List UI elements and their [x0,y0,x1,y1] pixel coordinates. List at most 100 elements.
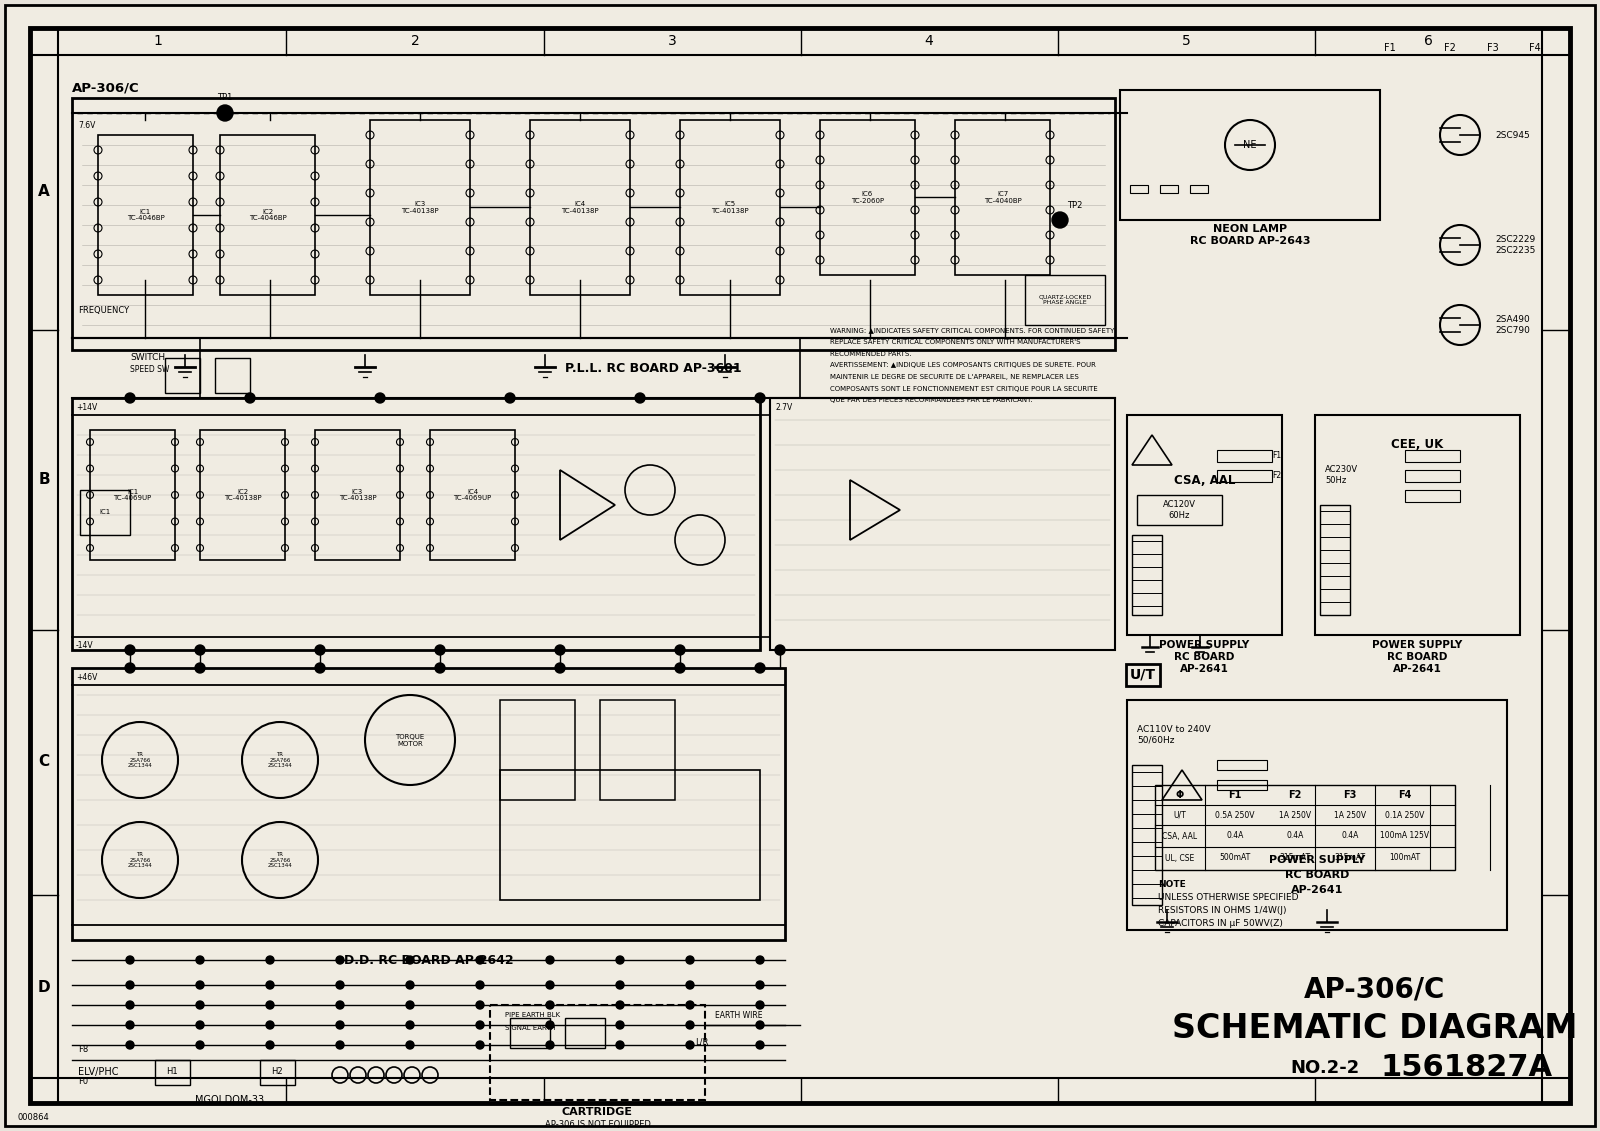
Circle shape [616,1021,624,1029]
Bar [1315,415,1520,634]
Circle shape [616,956,624,964]
Text: U/T: U/T [1130,668,1155,682]
Circle shape [635,392,645,403]
Circle shape [546,956,554,964]
Text: AVERTISSEMENT: ▲INDIQUE LES COMPOSANTS CRITIQUES DE SURETE. POUR: AVERTISSEMENT: ▲INDIQUE LES COMPOSANTS C… [830,363,1096,369]
Circle shape [336,1021,344,1029]
Circle shape [686,956,694,964]
Text: IC7
TC-4040BP: IC7 TC-4040BP [984,191,1021,204]
Text: 2SC945: 2SC945 [1494,130,1530,139]
Text: SCHEMATIC DIAGRAM: SCHEMATIC DIAGRAM [1173,1011,1578,1045]
Text: H1: H1 [166,1068,178,1077]
Bar [221,135,315,295]
Text: U/T: U/T [1174,811,1186,820]
Text: 1: 1 [154,34,163,48]
Text: H2: H2 [270,1068,283,1077]
Circle shape [686,1041,694,1048]
Bar [90,430,174,560]
Bar [1218,780,1267,789]
Text: 315mAT: 315mAT [1280,854,1310,863]
Circle shape [195,981,205,988]
Circle shape [757,1021,765,1029]
Text: F1: F1 [1229,789,1242,800]
Text: 3: 3 [667,34,677,48]
Text: 500mAT: 500mAT [1219,854,1251,863]
Circle shape [336,956,344,964]
Text: 1A 250V: 1A 250V [1334,811,1366,820]
Circle shape [374,392,386,403]
Circle shape [755,663,765,673]
Text: Φ: Φ [1176,789,1184,800]
Bar [490,1005,706,1100]
Text: F3: F3 [1344,789,1357,800]
Text: D.D. RC BOARD AP-2642: D.D. RC BOARD AP-2642 [344,953,514,967]
Text: COMPOSANTS SONT LE FONCTIONNEMENT EST CRITIQUE POUR LA SECURITE: COMPOSANTS SONT LE FONCTIONNEMENT EST CR… [830,386,1098,391]
Bar [259,1060,294,1085]
Text: POWER SUPPLY: POWER SUPPLY [1373,640,1462,650]
Circle shape [477,1021,483,1029]
Bar [600,700,675,800]
Circle shape [315,663,325,673]
Text: UL, CSE: UL, CSE [1165,854,1195,863]
Circle shape [1053,211,1069,228]
Circle shape [218,105,234,121]
Text: 2: 2 [411,34,419,48]
Text: NOTE: NOTE [1158,880,1186,889]
Bar [315,430,400,560]
Text: 7.6V: 7.6V [78,121,96,130]
Text: A: A [38,184,50,199]
Text: NEON LAMP
RC BOARD AP-2643: NEON LAMP RC BOARD AP-2643 [1190,224,1310,245]
Text: IC1
TC-4046BP: IC1 TC-4046BP [126,208,165,222]
Bar [1126,415,1282,634]
Circle shape [336,1001,344,1009]
Text: FREQUENCY: FREQUENCY [78,305,130,314]
Text: TR
2SA766
2SC1344: TR 2SA766 2SC1344 [267,852,293,869]
Text: RESISTORS IN OHMS 1/4W(J): RESISTORS IN OHMS 1/4W(J) [1158,906,1286,915]
Text: C: C [38,754,50,769]
Circle shape [555,663,565,673]
Bar [72,398,760,650]
Text: 2SC2229
2SC2235: 2SC2229 2SC2235 [1494,235,1536,254]
Bar [1120,90,1379,221]
Text: 100mAT: 100mAT [1389,854,1421,863]
Text: IC1
TC-4069UP: IC1 TC-4069UP [114,489,152,501]
Text: POWER SUPPLY: POWER SUPPLY [1160,640,1250,650]
Text: RC BOARD: RC BOARD [1174,651,1235,662]
Circle shape [616,1041,624,1048]
Text: IC5
TC-40138P: IC5 TC-40138P [710,201,749,214]
Circle shape [266,981,274,988]
Circle shape [686,1021,694,1029]
Circle shape [195,1041,205,1048]
Circle shape [757,1041,765,1048]
Circle shape [506,392,515,403]
Text: F4: F4 [1398,789,1411,800]
Bar [565,1018,605,1048]
Circle shape [195,956,205,964]
Text: IC4
TC-40138P: IC4 TC-40138P [562,201,598,214]
Text: 0.4A: 0.4A [1286,831,1304,840]
Text: AP-306 IS NOT EQUIPPED: AP-306 IS NOT EQUIPPED [544,1120,651,1129]
Circle shape [757,981,765,988]
Text: UNLESS OTHERWISE SPECIFIED: UNLESS OTHERWISE SPECIFIED [1158,893,1299,903]
Circle shape [406,956,414,964]
Text: IC2
TC-40138P: IC2 TC-40138P [224,489,261,501]
Circle shape [477,956,483,964]
Text: AP-306/C: AP-306/C [72,81,139,95]
Text: MGOI DOM-33: MGOI DOM-33 [195,1095,264,1105]
Circle shape [555,645,565,655]
Circle shape [774,645,786,655]
Bar [1130,185,1149,193]
Text: 1561827A: 1561827A [1379,1053,1552,1082]
Text: ELV/PHC: ELV/PHC [78,1067,118,1077]
Bar [1155,785,1454,870]
Bar [1320,506,1350,615]
Text: SWITCH: SWITCH [130,354,165,363]
Circle shape [406,1001,414,1009]
Bar [200,430,285,560]
Bar [72,98,1115,349]
Bar [770,398,1115,650]
Circle shape [195,663,205,673]
Bar [1026,275,1106,325]
Text: MAINTENIR LE DEGRE DE SECURITE DE L'APPAREIL, NE REMPLACER LES: MAINTENIR LE DEGRE DE SECURITE DE L'APPA… [830,374,1078,380]
Text: AC120V
60Hz: AC120V 60Hz [1163,500,1195,520]
